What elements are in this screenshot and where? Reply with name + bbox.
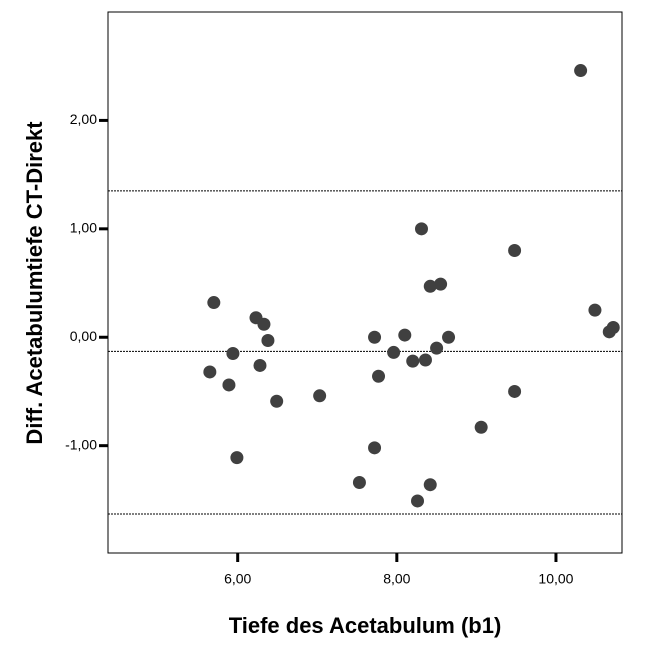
- x-tick-label: 10,00: [538, 571, 573, 587]
- y-tick-label: 1,00: [70, 220, 97, 236]
- point: [207, 296, 221, 310]
- point: [368, 441, 382, 455]
- point: [261, 334, 275, 348]
- point: [226, 347, 240, 361]
- x-axis-title: Tiefe des Acetabulum (b1): [229, 613, 502, 638]
- plot-frame: [107, 11, 623, 554]
- y-tick-label: 2,00: [70, 111, 97, 127]
- point: [574, 64, 588, 78]
- point: [372, 369, 386, 383]
- x-tick-label: 8,00: [383, 571, 410, 587]
- point: [442, 330, 456, 344]
- y-axis-title: Diff. Acetabulumtiefe CT-Direkt: [22, 121, 47, 445]
- y-tick-label: 0,00: [70, 328, 97, 344]
- y-tick-label: -1,00: [65, 436, 97, 452]
- point: [253, 358, 267, 372]
- point: [423, 279, 437, 293]
- point: [423, 478, 437, 492]
- x-tick-label: 6,00: [224, 571, 251, 587]
- point: [398, 328, 412, 342]
- point: [387, 345, 401, 359]
- point: [508, 384, 522, 398]
- point: [474, 420, 488, 434]
- point: [588, 303, 602, 317]
- point: [352, 476, 366, 490]
- point: [368, 330, 382, 344]
- point: [414, 222, 428, 236]
- point: [270, 394, 284, 408]
- point: [508, 244, 522, 258]
- point: [203, 365, 217, 379]
- point: [230, 451, 244, 465]
- point: [406, 354, 420, 368]
- point: [313, 389, 327, 403]
- point: [411, 494, 425, 508]
- point: [257, 317, 271, 331]
- point: [418, 353, 432, 367]
- point: [430, 341, 444, 355]
- point: [434, 277, 448, 291]
- point: [222, 378, 236, 392]
- point: [606, 320, 620, 334]
